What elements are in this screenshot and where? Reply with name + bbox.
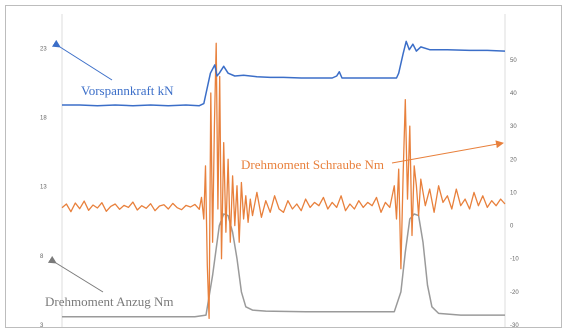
series-layer	[61, 40, 506, 320]
left-tick-label: 13	[40, 185, 47, 191]
drehmoment-schraube-label: Drehmoment Schraube Nm	[241, 157, 384, 172]
right-tick-label: -30	[510, 323, 519, 329]
right-tick-label: 30	[510, 124, 517, 130]
series-line-drehmoment-schraube-nm	[61, 42, 506, 320]
vorspannkraft-label: Vorspannkraft kN	[81, 83, 174, 98]
right-tick-label: -20	[510, 290, 519, 296]
drehmoment-anzug-label: Drehmoment Anzug Nm	[45, 294, 174, 309]
vorspannkraft-arrow	[51, 39, 113, 81]
right-tick-label: 50	[510, 58, 517, 64]
right-tick-label: 40	[510, 91, 517, 97]
right-tick-label: 0	[510, 224, 514, 230]
left-tick-label: 18	[40, 115, 47, 121]
left-tick-label: 3	[40, 323, 44, 329]
drehmoment-anzug-arrow	[47, 255, 104, 293]
left-tick-label: 8	[40, 254, 44, 260]
series-line-drehmoment-anzug-nm	[62, 213, 505, 318]
right-axis-ticks: 50 40 30 20 10 0 -10 -20 -30	[510, 58, 519, 329]
right-tick-label: -10	[510, 257, 519, 263]
series-line-vorspannkraft-kn	[62, 40, 506, 107]
drehmoment-schraube-arrow	[391, 140, 504, 164]
left-axis-ticks: 23 18 13 8 3	[40, 46, 47, 329]
left-tick-label: 23	[40, 46, 47, 52]
right-tick-label: 20	[510, 157, 517, 163]
chart-border	[5, 5, 562, 328]
right-tick-label: 10	[510, 190, 517, 196]
